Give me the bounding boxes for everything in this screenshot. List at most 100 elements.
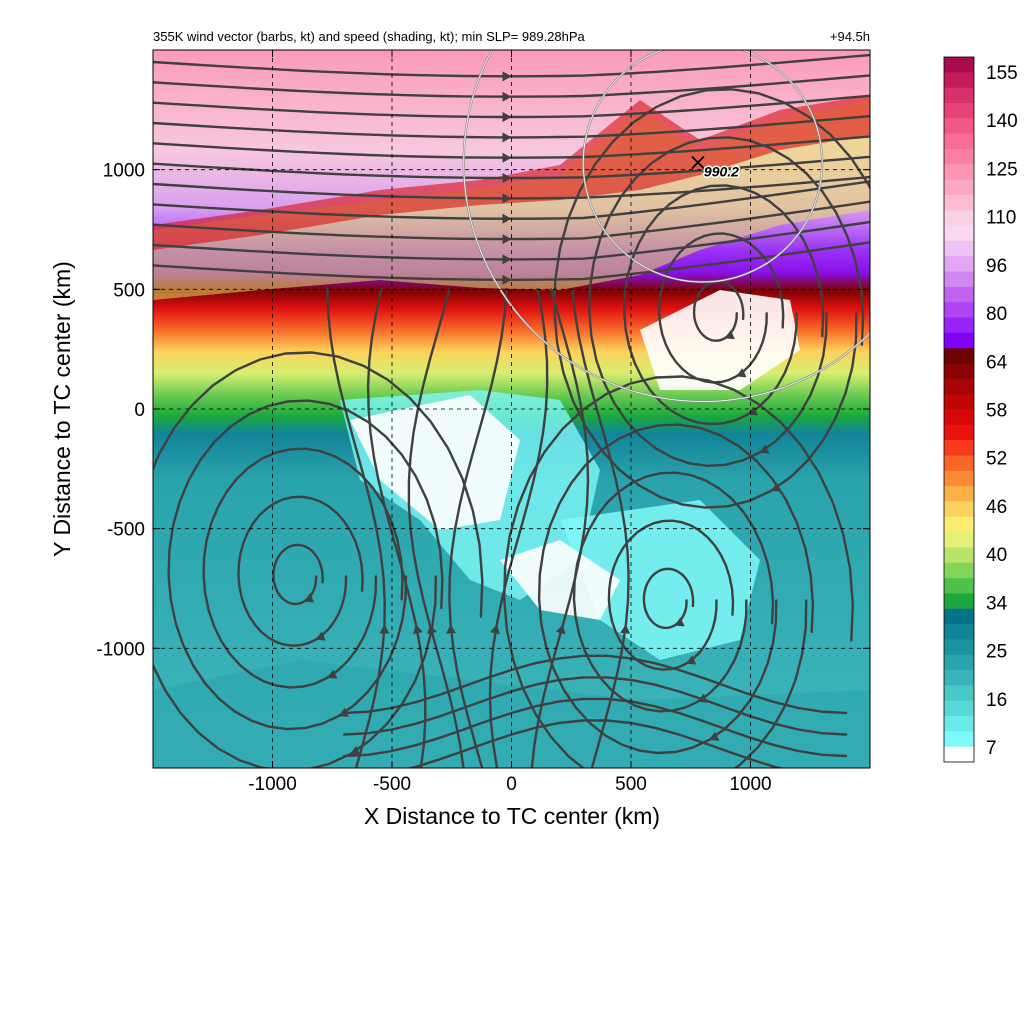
streamline-arrow (674, 617, 685, 627)
colorbar-swatch (944, 72, 974, 89)
streamline-arrow (304, 593, 315, 603)
streamline-arrow (502, 173, 512, 184)
colorbar-swatch (944, 700, 974, 717)
colorbar-swatch (944, 593, 974, 610)
streamline-arrow (502, 71, 512, 82)
streamline-arrow (446, 624, 457, 634)
colorbar-frame (943, 56, 975, 763)
colorbar-swatch (944, 455, 974, 472)
streamline-arrow (724, 330, 735, 340)
colorbar-swatch (944, 118, 974, 135)
colorbar-swatch (944, 271, 974, 288)
streamline-arrow (502, 152, 512, 163)
streamline-meridional-0 (326, 288, 386, 768)
streamline-vortex-0-3 (167, 399, 444, 731)
colorbar-swatch (944, 302, 974, 319)
colorbar-label: 64 (986, 352, 1008, 373)
axis-ticks: -1000 -500 0 500 1000 -1000 -500 0 500 1000 (96, 50, 870, 795)
colorbar-swatch (944, 332, 974, 349)
jet-core-band (153, 95, 870, 250)
streamline-arrow (709, 731, 720, 741)
streamline-meridional-4 (488, 288, 549, 768)
colorbar-swatch (944, 516, 974, 533)
streamline-vortex-2-2 (622, 184, 825, 426)
chart-title: 355K wind vector (barbs, kt) and speed (… (153, 29, 586, 44)
streamline-meridional-1 (366, 288, 427, 768)
colorbar-swatch (944, 317, 974, 334)
y-tick-label: 500 (113, 280, 145, 301)
colorbar-label: 140 (986, 111, 1018, 132)
colorbar-swatch (944, 685, 974, 702)
colorbar-swatch (944, 639, 974, 656)
colorbar-swatch (944, 532, 974, 549)
colorbar-swatch (944, 578, 974, 595)
y-axis-label: Y Distance to TC center (km) (49, 261, 75, 557)
colorbar-swatch (944, 562, 974, 579)
calm-region-center (350, 395, 520, 530)
streamline-arrow (770, 482, 782, 492)
colorbar-label: 125 (986, 159, 1018, 180)
streamline-arrow (502, 91, 512, 102)
streamline-vortex-2-4 (553, 88, 870, 509)
colorbar-swatch (944, 148, 974, 165)
colorbar-swatch (944, 225, 974, 242)
streamline-arrow (736, 368, 747, 378)
streamline-arrow (759, 444, 770, 454)
streamline-south-2 (343, 697, 848, 758)
colorbar-swatch (944, 286, 974, 303)
colorbar-label: 46 (986, 497, 1007, 518)
colorbar-swatch (944, 547, 974, 564)
colorbar-swatch (944, 57, 974, 73)
streamline-arrow (686, 655, 697, 665)
min-slp-x-mark (691, 155, 705, 170)
streamline-arrow (502, 234, 512, 245)
min-slp-value-label: 990.2 (704, 163, 739, 179)
streamline-vortex-0-2 (202, 447, 404, 689)
calm-region-south (500, 540, 620, 620)
streamline-arrow (350, 745, 361, 755)
colorbar-swatch (944, 256, 974, 273)
y-tick-label: -500 (107, 520, 145, 541)
colorbar-label: 25 (986, 642, 1007, 663)
colorbar-swatch (944, 731, 974, 748)
colorbar-swatch (944, 394, 974, 411)
streamline-vortex-1-3 (537, 423, 815, 755)
x-tick-label: 0 (506, 774, 517, 795)
colorbar-swatch (944, 363, 974, 380)
colorbar-swatch (944, 164, 974, 181)
y-tick-label: -1000 (96, 639, 145, 660)
x-tick-label: 500 (615, 774, 647, 795)
colorbar-swatch (944, 194, 974, 211)
streamline-vortex-1-2 (572, 471, 775, 713)
colorbar-swatch (944, 624, 974, 640)
colorbar-swatch (944, 470, 974, 487)
streamline-meridional-5 (530, 288, 590, 768)
colorbar-label: 155 (986, 63, 1018, 84)
range-ring-inner-1 (463, 50, 870, 402)
streamline-vortex-0-4 (153, 351, 484, 768)
plot-area (153, 50, 870, 768)
colorbar-label: 96 (986, 256, 1007, 277)
colorbar-label: 58 (986, 401, 1007, 422)
colorbar-label: 7 (986, 738, 997, 759)
colorbar-label: 52 (986, 449, 1007, 470)
colorbar-swatch (944, 440, 974, 457)
colorbar-swatch (944, 670, 974, 686)
colorbar-swatch (944, 654, 974, 671)
range-ring-inner-0 (582, 50, 823, 283)
streamline-arrow (490, 624, 500, 635)
streamline-vortex-1-4 (502, 375, 855, 768)
streamline-arrow (620, 624, 631, 634)
streamline-arrow (502, 254, 512, 265)
colorbar-swatch (944, 87, 974, 104)
y-tick-label: 1000 (103, 161, 145, 182)
colorbar-swatch (944, 102, 974, 119)
lead-time-label: +94.5h (830, 29, 870, 44)
streamline-arrow (502, 132, 512, 143)
streamline-arrow (427, 624, 437, 635)
colorbar-label: 110 (986, 208, 1016, 229)
streamline-south-1 (343, 676, 848, 736)
colorbar-label: 16 (986, 690, 1007, 711)
streamline-arrow (379, 624, 390, 634)
